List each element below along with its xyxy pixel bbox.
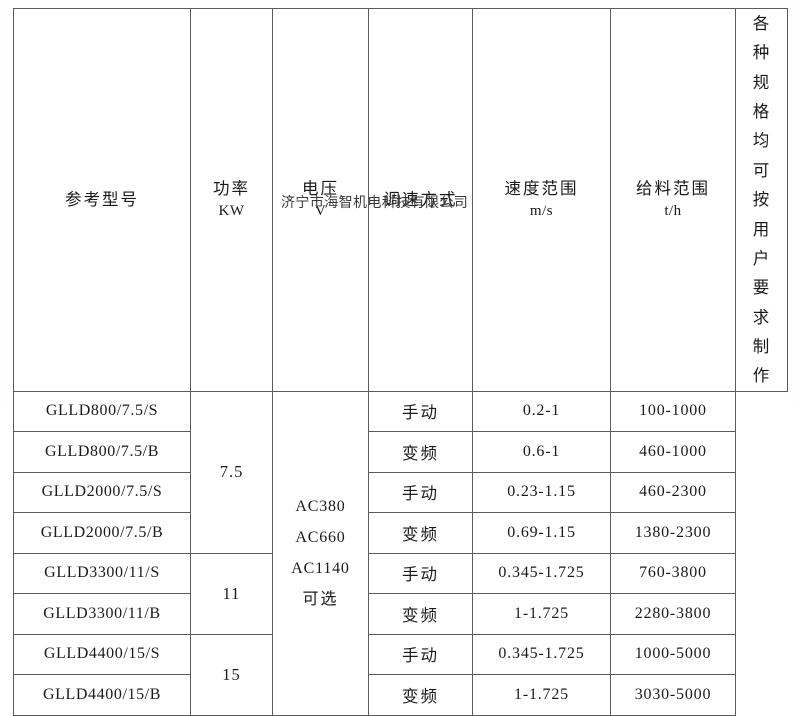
table-row: GLLD800/7.5/B 变频 0.6-1 460-1000 (13, 431, 788, 473)
column-header-power: 功率 KW (190, 8, 273, 392)
specification-sheet: 参考型号 功率 KW 电压 V 调速方式 速度范围 m/s (13, 8, 788, 716)
column-header-voltage: 电压 V (272, 8, 369, 392)
column-header-speed-mode-label: 调速方式 (383, 189, 458, 209)
voltage-option: AC660 (295, 528, 346, 546)
voltage-option: AC1140 (291, 560, 350, 578)
table-row: GLLD2000/7.5/S 手动 0.23-1.15 460-2300 (13, 471, 788, 514)
cell-model: GLLD800/7.5/B (13, 431, 191, 473)
cell-speed-range: 1-1.725 (472, 593, 611, 635)
cell-speed-range: 0.345-1.725 (472, 633, 611, 676)
cell-power: 15 (190, 633, 273, 716)
column-header-speed-range: 速度范围 m/s (472, 8, 611, 392)
note-character: 户 (752, 248, 771, 268)
cell-speed-mode: 手动 (368, 471, 473, 514)
note-character: 求 (752, 307, 771, 327)
column-header-feed-range-unit: t/h (664, 202, 682, 219)
column-header-power-unit: KW (218, 202, 245, 219)
voltage-option: AC380 (295, 497, 346, 515)
header-row: 参考型号 功率 KW 电压 V 调速方式 速度范围 m/s (13, 8, 788, 392)
table-row: GLLD2000/7.5/B 变频 0.69-1.15 1380-2300 (13, 512, 788, 554)
cell-speed-mode: 手动 (368, 633, 473, 676)
cell-speed-mode: 变频 (368, 512, 473, 554)
note-column-cell: 各种规格均可按用户要求制作 (735, 8, 788, 392)
cell-model: GLLD3300/11/B (13, 593, 191, 635)
cell-feed-range: 2280-3800 (610, 593, 736, 635)
note-character: 要 (752, 278, 771, 298)
cell-speed-range: 0.6-1 (472, 431, 611, 473)
cell-power: 7.5 (190, 390, 273, 554)
table-row: GLLD3300/11/B 变频 1-1.725 2280-3800 (13, 593, 788, 635)
note-character: 作 (752, 366, 771, 386)
voltage-option: 可选 (302, 591, 339, 609)
cell-feed-range: 3030-5000 (610, 674, 736, 716)
table-row: GLLD800/7.5/S 7.5 AC380 AC660 AC1140 可选 手动 0.2-… (13, 390, 788, 716)
note-character: 规 (752, 72, 771, 92)
cell-model: GLLD800/7.5/S (13, 390, 191, 433)
cell-speed-mode: 变频 (368, 431, 473, 473)
cell-model: GLLD2000/7.5/S (13, 471, 191, 514)
column-header-feed-range-label: 给料范围 (636, 179, 710, 198)
table-row: GLLD4400/15/B 变频 1-1.725 3030-5000 (13, 674, 788, 716)
note-character: 可 (752, 160, 771, 180)
note-character: 格 (752, 102, 771, 122)
cell-speed-range: 0.69-1.15 (472, 512, 611, 554)
cell-model: GLLD4400/15/S (13, 633, 191, 676)
cell-feed-range: 460-1000 (610, 431, 736, 473)
note-character: 种 (752, 43, 771, 63)
column-header-model-label: 参考型号 (65, 189, 139, 209)
cell-model: GLLD2000/7.5/B (13, 512, 191, 554)
column-header-feed-range: 给料范围 t/h (610, 8, 736, 392)
note-character: 用 (752, 219, 771, 239)
column-header-speed-mode: 调速方式 (368, 8, 473, 392)
cell-voltage: AC380 AC660 AC1140 可选 (272, 390, 369, 716)
note-character: 各 (752, 14, 771, 33)
column-header-voltage-unit: V (314, 202, 327, 219)
cell-speed-range: 0.23-1.15 (472, 471, 611, 514)
specification-table: 参考型号 功率 KW 电压 V 调速方式 速度范围 m/s (13, 8, 788, 716)
cell-model: GLLD3300/11/S (13, 552, 191, 595)
cell-power: 11 (190, 552, 273, 635)
table-row: GLLD3300/11/S 11 手动 0.345-1.725 760-3800 (13, 552, 788, 635)
column-header-model: 参考型号 (13, 8, 191, 392)
cell-speed-mode: 变频 (368, 674, 473, 716)
table-row: GLLD4400/15/S 15 手动 0.345-1.725 1000-5000 (13, 633, 788, 716)
cell-speed-mode: 变频 (368, 593, 473, 635)
cell-speed-range: 1-1.725 (472, 674, 611, 716)
note-character: 均 (752, 131, 771, 151)
cell-feed-range: 760-3800 (610, 552, 736, 595)
cell-feed-range: 460-2300 (610, 471, 736, 514)
cell-model: GLLD4400/15/B (13, 674, 191, 716)
table-header: 参考型号 功率 KW 电压 V 调速方式 速度范围 m/s (13, 8, 788, 392)
cell-speed-range: 0.345-1.725 (472, 552, 611, 595)
cell-feed-range: 100-1000 (610, 390, 736, 433)
column-header-voltage-label: 电压 (302, 179, 339, 198)
column-header-speed-range-unit: m/s (529, 202, 554, 219)
table-body: GLLD800/7.5/S 7.5 AC380 AC660 AC1140 可选 手动 0.2-… (13, 390, 788, 716)
note-character: 制 (752, 336, 771, 356)
cell-feed-range: 1000-5000 (610, 633, 736, 676)
cell-speed-mode: 手动 (368, 390, 473, 433)
cell-speed-range: 0.2-1 (472, 390, 611, 433)
note-character: 按 (752, 190, 771, 210)
column-header-speed-range-label: 速度范围 (504, 179, 579, 198)
cell-speed-mode: 手动 (368, 552, 473, 595)
column-header-power-label: 功率 (213, 179, 250, 198)
cell-feed-range: 1380-2300 (610, 512, 736, 554)
